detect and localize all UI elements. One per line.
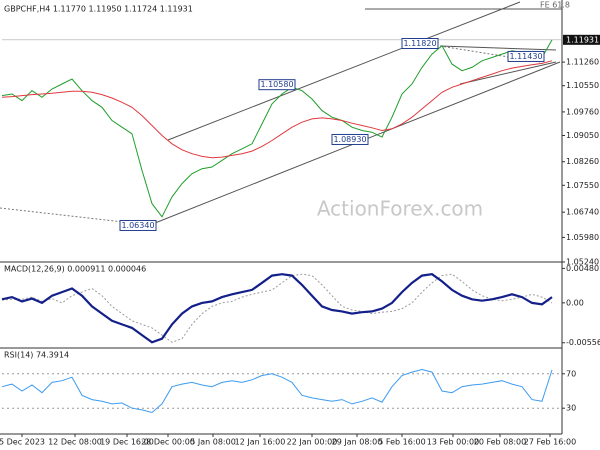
x-tick-label: 20 Feb 08:00 xyxy=(474,438,526,447)
y-tick-label: 1.05240 xyxy=(566,258,599,267)
x-tick-label: 19 Dec 16:00 xyxy=(100,438,154,447)
x-tick-label: 22 Jan 00:00 xyxy=(287,438,338,447)
price-label: 1.08930 xyxy=(333,135,366,144)
series-line xyxy=(1,273,553,343)
y-tick-label: 1.09760 xyxy=(566,107,599,116)
panel-title: RSI(14) 74.3914 xyxy=(4,351,69,360)
y-tick-label: 1.07550 xyxy=(566,181,599,190)
y-tick-label: 0.004807 xyxy=(566,264,600,273)
series-line xyxy=(1,368,553,414)
x-tick-label: 12 Dec 08:00 xyxy=(48,438,102,447)
price-label-box xyxy=(258,79,296,91)
panel-title: MACD(12,26,9) 0.000911 0.000046 xyxy=(4,265,146,274)
series-line xyxy=(1,39,553,218)
price-label: 1.11820 xyxy=(403,39,436,48)
y-tick-label: 1.10550 xyxy=(566,81,599,90)
price-label-box xyxy=(401,38,439,50)
series-line xyxy=(1,273,553,344)
y-tick-label: 70 xyxy=(566,369,576,378)
price-label-box xyxy=(507,50,545,62)
price-label-box xyxy=(119,219,157,231)
triangle-lower xyxy=(459,61,557,85)
panel-title: GBPCHF,H4 1.11770 1.11950 1.11724 1.1193… xyxy=(4,5,193,14)
x-tick-label: 5 Dec 2023 xyxy=(0,438,45,447)
last-price-box xyxy=(563,34,600,45)
y-tick-label: 1.06740 xyxy=(566,208,599,217)
y-tick-label: 1.08260 xyxy=(566,157,599,166)
x-tick-label: 27 Feb 16:00 xyxy=(524,438,576,447)
y-tick-label: 1.05980 xyxy=(566,233,599,242)
x-tick-label: 5 Jan 08:00 xyxy=(190,438,236,447)
watermark: ActionForex.com xyxy=(317,197,483,221)
channel-upper xyxy=(167,1,521,141)
x-tick-label: 28 Dec 00:00 xyxy=(141,438,195,447)
x-tick-label: 13 Feb 00:00 xyxy=(427,438,479,447)
price-label: 1.06340 xyxy=(121,221,154,230)
triangle-upper xyxy=(439,45,557,51)
x-tick-label: 12 Jan 16:00 xyxy=(235,438,286,447)
x-tick-label: 29 Jan 08:00 xyxy=(332,438,383,447)
price-label: 1.10580 xyxy=(260,80,293,89)
y-tick-label: 30 xyxy=(566,404,576,413)
y-tick-label: 1.11260 xyxy=(566,58,599,67)
y-tick-label: -0.005567 xyxy=(566,338,600,347)
y-tick-label: 0.00 xyxy=(566,298,584,307)
price-label-box xyxy=(331,133,369,145)
fe-label: FE 61.8 xyxy=(540,0,570,9)
last-price-label: 1.11931 xyxy=(566,35,599,44)
series-line xyxy=(1,60,553,159)
y-tick-label: 1.09050 xyxy=(566,131,599,140)
price-label: 1.11430 xyxy=(509,52,542,61)
x-tick-label: 5 Feb 16:00 xyxy=(378,438,425,447)
